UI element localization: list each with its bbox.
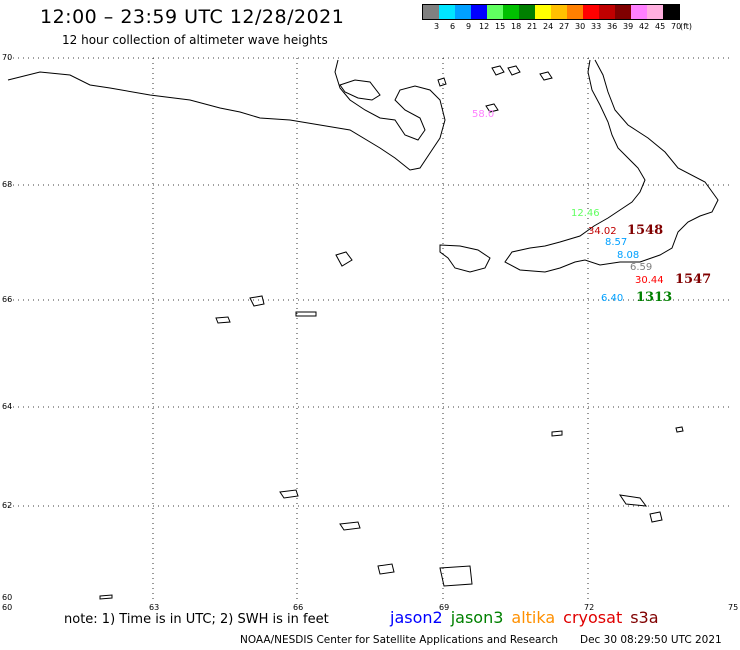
legend-label: 6 bbox=[450, 22, 456, 31]
mainland-coast bbox=[7, 59, 446, 171]
y-tick-68: 68 bbox=[2, 180, 12, 189]
legend-label: 70 bbox=[671, 22, 682, 31]
legend-label: 45 bbox=[655, 22, 666, 31]
legend-swatch bbox=[631, 5, 647, 19]
legend-swatch bbox=[439, 5, 455, 19]
mission-name: s3a bbox=[630, 608, 659, 627]
y-tick-62: 62 bbox=[2, 501, 12, 510]
swh-label: 34.02 bbox=[588, 226, 617, 237]
y-tick-64: 64 bbox=[2, 402, 12, 411]
mission-name: altika bbox=[511, 608, 556, 627]
y-tick-60: 60 bbox=[2, 593, 12, 602]
map-title: 12:00 – 23:59 UTC 12/28/2021 bbox=[40, 6, 345, 28]
legend-label: 18 bbox=[511, 22, 522, 31]
swh-label: 6.40 bbox=[601, 293, 623, 304]
legend-swatch bbox=[503, 5, 519, 19]
legend-label: 24 bbox=[543, 22, 554, 31]
legend-label: 33 bbox=[591, 22, 602, 31]
x-tick-75: 75 bbox=[728, 603, 738, 612]
issued-timestamp: Dec 30 08:29:50 UTC 2021 bbox=[580, 634, 722, 646]
y-tick-66: 66 bbox=[2, 295, 12, 304]
mission-name: jason3 bbox=[450, 608, 504, 627]
legend-swatch bbox=[423, 5, 439, 19]
color-legend: 3 6 9 12 15 18 21 24 27 30 33 36 39 42 45 70 (ft) bbox=[422, 4, 692, 32]
swh-label: 30.44 bbox=[635, 275, 664, 286]
track-time: 1547 bbox=[675, 272, 711, 287]
x-tick-69: 69 bbox=[439, 603, 449, 612]
legend-swatch bbox=[663, 5, 679, 19]
coastline bbox=[7, 59, 719, 273]
track-time-labels: 1548 1547 1313 bbox=[627, 223, 711, 305]
legend-unit: (ft) bbox=[680, 22, 693, 31]
legend-label: 30 bbox=[575, 22, 586, 31]
legend-swatch bbox=[615, 5, 631, 19]
legend-label: 15 bbox=[495, 22, 506, 31]
bay-island bbox=[439, 244, 491, 273]
swh-label: 8.08 bbox=[617, 250, 639, 261]
legend-swatch bbox=[567, 5, 583, 19]
grid-lines bbox=[8, 57, 732, 600]
legend-labels: 3 6 9 12 15 18 21 24 27 30 33 36 39 42 45 70 (ft) bbox=[422, 20, 692, 32]
tick-labels: 70 68 66 64 62 60 60 63 66 69 72 75 bbox=[2, 53, 738, 612]
legend-swatches bbox=[422, 4, 680, 20]
x-tick-66: 66 bbox=[293, 603, 303, 612]
legend-label: 39 bbox=[623, 22, 634, 31]
x-tick-63: 63 bbox=[149, 603, 159, 612]
track-time: 1548 bbox=[627, 223, 663, 238]
legend-swatch bbox=[551, 5, 567, 19]
wave-height-labels: 58.0 12.46 34.02 8.57 8.08 6.59 30.44 6.… bbox=[472, 109, 664, 304]
legend-label: 36 bbox=[607, 22, 618, 31]
islands bbox=[99, 65, 684, 600]
legend-label: 9 bbox=[466, 22, 472, 31]
x-tick-72: 72 bbox=[584, 603, 594, 612]
swh-label: 12.46 bbox=[571, 208, 600, 219]
corner-label-bottom: 60 bbox=[2, 603, 12, 612]
track-time: 1313 bbox=[636, 290, 672, 305]
legend-label: 21 bbox=[527, 22, 538, 31]
swh-label: 58.0 bbox=[472, 109, 494, 120]
legend-swatch bbox=[599, 5, 615, 19]
legend-swatch bbox=[647, 5, 663, 19]
legend-label: 27 bbox=[559, 22, 570, 31]
legend-swatch bbox=[583, 5, 599, 19]
mission-legend: jason2 jason3 altika cryosat s3a bbox=[390, 608, 667, 627]
legend-label: 3 bbox=[434, 22, 440, 31]
legend-swatch bbox=[471, 5, 487, 19]
map-subtitle: 12 hour collection of altimeter wave hei… bbox=[62, 33, 328, 47]
credit-line: NOAA/NESDIS Center for Satellite Applica… bbox=[240, 634, 558, 646]
legend-swatch bbox=[455, 5, 471, 19]
swh-label: 8.57 bbox=[605, 237, 627, 248]
swh-label: 6.59 bbox=[630, 262, 652, 273]
east-coast bbox=[504, 59, 719, 273]
legend-label: 12 bbox=[479, 22, 490, 31]
legend-swatch bbox=[535, 5, 551, 19]
footnote: note: 1) Time is in UTC; 2) SWH is in fe… bbox=[64, 612, 329, 627]
legend-swatch bbox=[487, 5, 503, 19]
mission-name: jason2 bbox=[390, 608, 443, 627]
legend-swatch bbox=[519, 5, 535, 19]
peninsula bbox=[339, 79, 381, 101]
mission-name: cryosat bbox=[563, 608, 623, 627]
legend-label: 42 bbox=[639, 22, 650, 31]
y-tick-70: 70 bbox=[2, 53, 12, 62]
